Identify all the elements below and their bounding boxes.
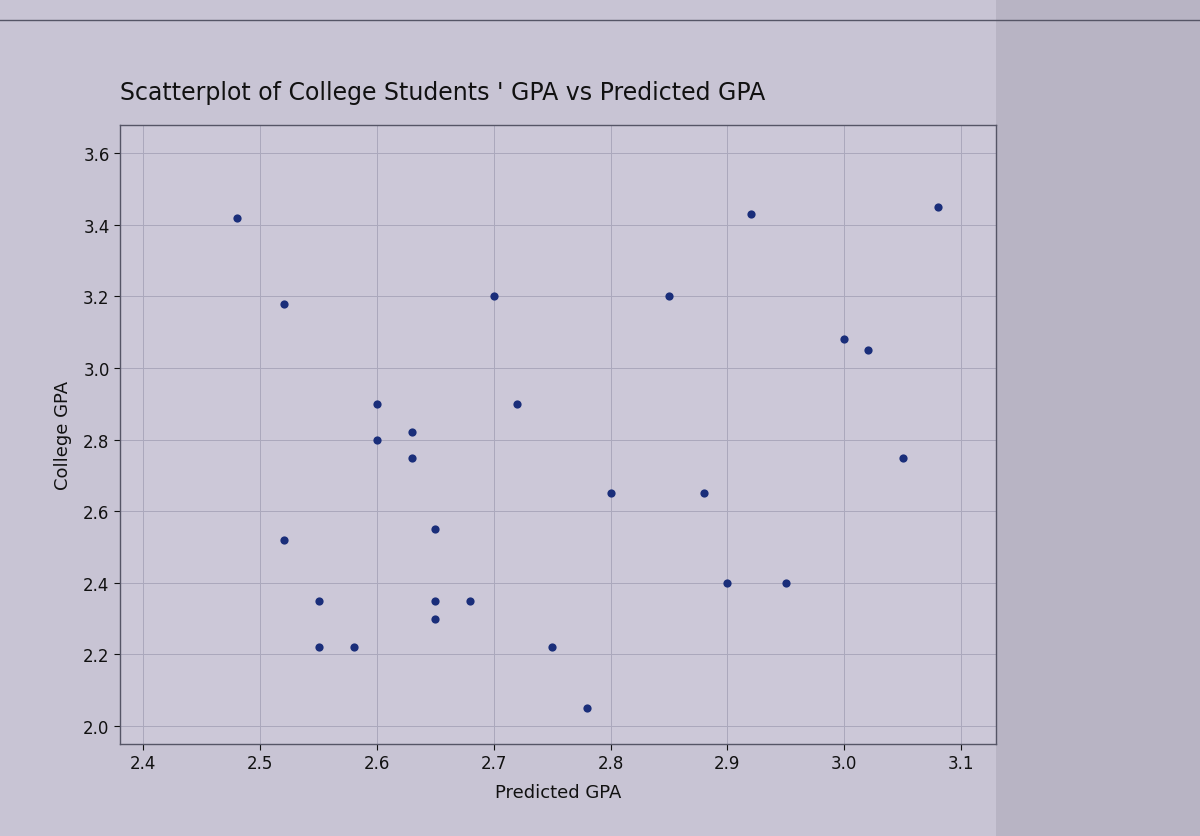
Point (227, 212, 246, 225)
Point (928, 201, 947, 214)
Point (461, 594, 480, 608)
Point (834, 334, 853, 347)
Point (402, 451, 421, 465)
Point (308, 594, 328, 608)
X-axis label: Predicted GPA: Predicted GPA (494, 783, 622, 802)
Point (426, 522, 445, 536)
Point (893, 451, 912, 465)
Point (367, 433, 386, 446)
Point (484, 290, 503, 303)
Text: Scatterplot of College Students ' GPA vs Predicted GPA: Scatterplot of College Students ' GPA vs… (120, 80, 766, 104)
Point (274, 298, 293, 311)
Point (274, 533, 293, 547)
Point (508, 398, 527, 411)
Point (601, 487, 620, 501)
Point (695, 487, 714, 501)
Point (577, 701, 596, 715)
Point (858, 344, 877, 357)
Point (776, 577, 796, 590)
Point (542, 641, 562, 655)
Y-axis label: College GPA: College GPA (54, 380, 72, 489)
Point (402, 426, 421, 440)
Point (308, 641, 328, 655)
Point (367, 398, 386, 411)
Point (426, 612, 445, 625)
Point (742, 208, 761, 222)
Point (426, 594, 445, 608)
Point (718, 577, 737, 590)
Point (659, 290, 678, 303)
Point (344, 641, 364, 655)
